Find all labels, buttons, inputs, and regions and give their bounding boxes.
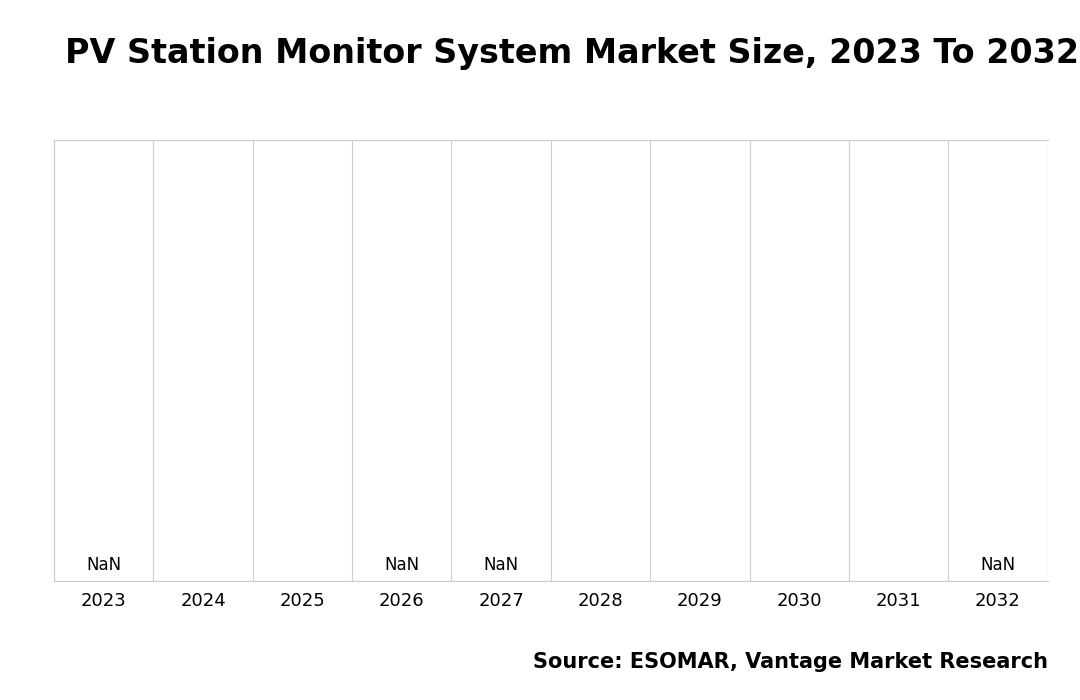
Text: NaN: NaN [384,556,419,575]
Text: PV Station Monitor System Market Size, 2023 To 2032 (USD Million): PV Station Monitor System Market Size, 2… [65,37,1080,70]
Text: Source: ESOMAR, Vantage Market Research: Source: ESOMAR, Vantage Market Research [532,652,1048,672]
Text: NaN: NaN [981,556,1015,575]
Text: NaN: NaN [484,556,518,575]
Text: NaN: NaN [86,556,121,575]
